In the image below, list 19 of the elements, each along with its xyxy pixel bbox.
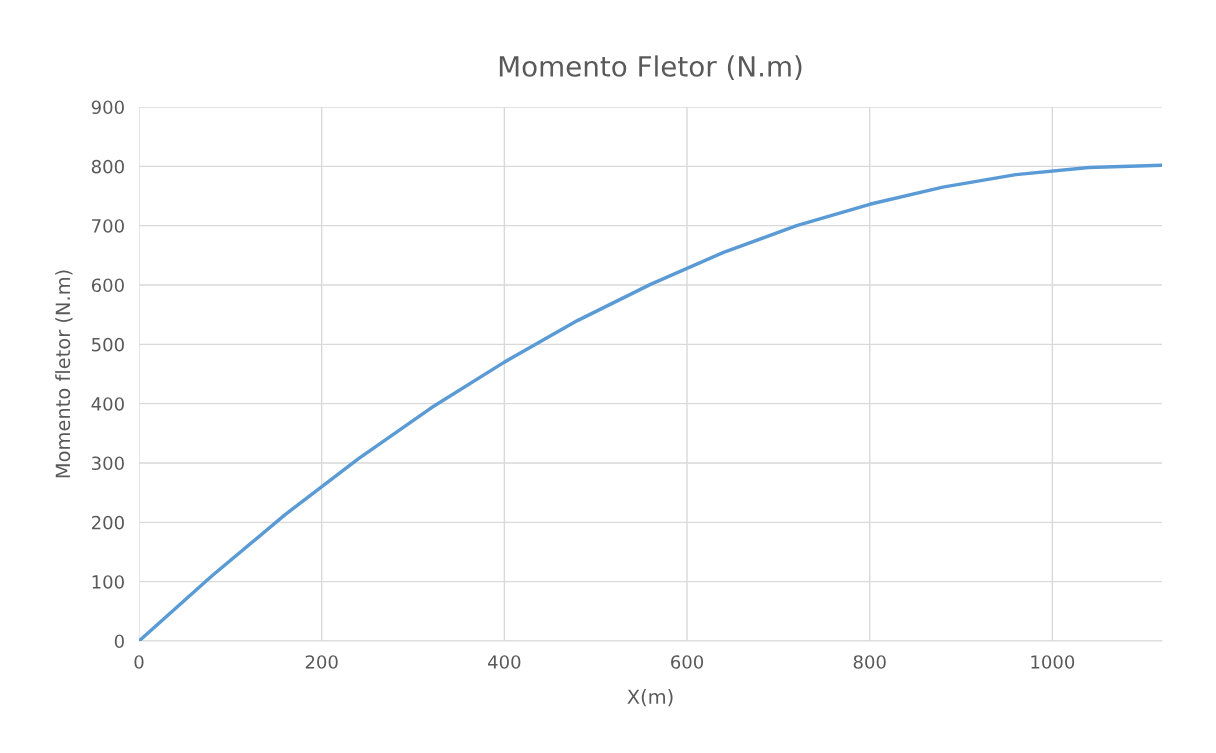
x-tick-label: 800 [853,655,886,669]
y-tick-label: 500 [92,337,124,352]
y-tick-label: 700 [92,219,124,233]
x-tick-label: 200 [305,655,338,669]
chart-title: Momento Fletor (N.m) [499,55,802,81]
x-tick-label: 0 [134,655,144,669]
x-tick-label: 400 [488,655,521,669]
y-tick-label: 200 [91,515,124,530]
y-tick-label: 300 [92,456,124,471]
y-tick-label: 600 [91,278,124,293]
x-tick-label: 600 [671,655,704,669]
x-axis-title: X(m) [627,689,673,707]
y-axis-title: Momento fletor (N.m) [55,270,73,478]
y-tick-label: 900 [91,100,124,115]
x-tick-label: 1000 [1031,655,1075,669]
y-tick-label: 400 [91,397,124,411]
y-tick-label: 800 [91,159,124,174]
y-tick-label: 0 [114,634,124,649]
y-tick-label: 100 [92,575,124,589]
